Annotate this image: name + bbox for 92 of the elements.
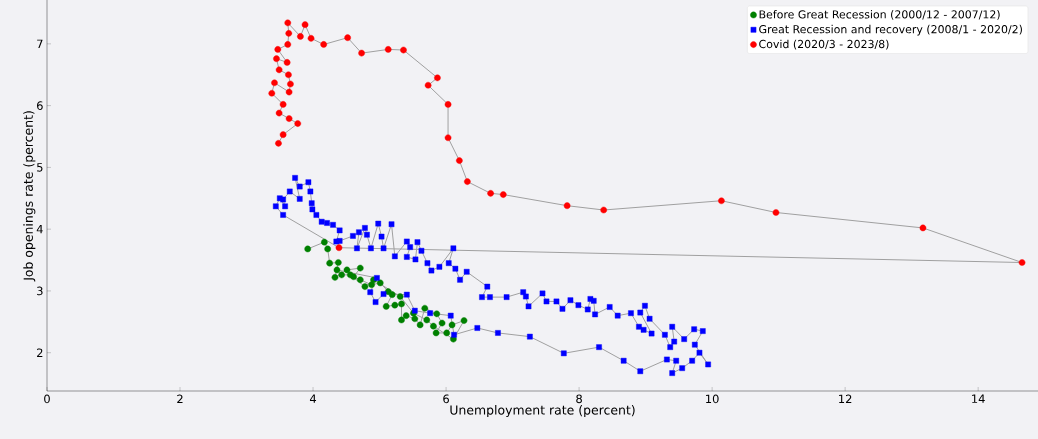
point <box>398 300 405 308</box>
point <box>430 322 437 330</box>
point <box>416 321 424 329</box>
point <box>432 329 440 337</box>
point <box>1018 259 1026 266</box>
point <box>304 245 312 253</box>
x-tick-label: 4 <box>309 394 317 403</box>
point <box>321 238 328 246</box>
point <box>338 271 345 279</box>
point <box>433 310 441 318</box>
point <box>324 245 331 253</box>
point <box>294 120 302 127</box>
y-tick-label: 7 <box>37 39 43 49</box>
point <box>273 55 280 62</box>
legend-label: Before Great Recession (2000/12 - 2007/12) <box>759 10 1000 20</box>
point <box>358 49 365 57</box>
x-axis-title: Unemployment rate (percent) <box>450 405 635 418</box>
point <box>444 101 452 108</box>
x-tick-label: 10 <box>706 394 719 404</box>
point <box>424 81 432 89</box>
point <box>384 46 392 53</box>
point <box>284 41 292 48</box>
point <box>402 312 410 319</box>
x-tick-label: 6 <box>443 394 449 404</box>
y-tick-label: 3 <box>37 286 43 296</box>
point <box>400 46 407 54</box>
point <box>361 283 369 290</box>
point <box>356 264 364 272</box>
point <box>411 315 419 323</box>
point <box>434 74 441 82</box>
x-tick-label: 12 <box>839 394 852 404</box>
point <box>376 279 384 287</box>
point <box>499 191 507 198</box>
y-axis-title: Job openings rate (percent) <box>23 111 36 282</box>
x-tick-label: 2 <box>177 394 183 404</box>
point <box>320 41 327 48</box>
x-tick-label: 8 <box>576 394 582 404</box>
point <box>285 88 293 96</box>
point <box>396 293 404 300</box>
point <box>346 271 354 279</box>
point <box>356 276 364 284</box>
x-tick-label: 14 <box>972 394 985 403</box>
point <box>438 319 446 327</box>
point <box>421 304 429 312</box>
point <box>464 178 471 185</box>
point <box>343 266 351 274</box>
point <box>335 244 343 251</box>
point <box>333 266 341 274</box>
point <box>443 329 451 337</box>
point <box>444 134 452 142</box>
point <box>398 316 405 324</box>
point <box>391 301 399 309</box>
point <box>331 274 339 281</box>
point <box>275 109 283 117</box>
point <box>448 321 456 329</box>
x-tick-label: 0 <box>44 394 50 404</box>
point <box>772 209 780 216</box>
point <box>279 101 287 108</box>
point <box>275 66 283 74</box>
y-tick-label: 5 <box>37 163 43 172</box>
point <box>919 224 927 232</box>
point <box>487 190 494 197</box>
point <box>279 131 287 138</box>
point <box>382 303 390 310</box>
point <box>271 79 278 87</box>
point <box>285 71 292 79</box>
legend-label: Covid (2020/3 - 2023/8) <box>759 39 889 50</box>
point <box>423 316 431 324</box>
point <box>301 21 309 28</box>
point <box>285 30 293 37</box>
point <box>287 80 294 88</box>
legend-label: Great Recession and recovery (2008/1 - 2020/2) <box>759 24 1022 36</box>
y-tick-label: 6 <box>36 101 43 110</box>
point <box>388 291 396 298</box>
point <box>307 34 315 42</box>
point <box>335 259 342 266</box>
point <box>284 19 292 27</box>
y-tick-label: 4 <box>36 224 43 234</box>
y-tick-label: 2 <box>37 348 43 357</box>
point <box>275 140 282 147</box>
point <box>297 33 304 40</box>
point <box>326 259 333 267</box>
point <box>268 89 276 97</box>
point <box>285 115 293 122</box>
point <box>460 317 468 324</box>
point <box>344 34 351 41</box>
point <box>600 206 607 214</box>
point <box>456 157 463 164</box>
point <box>563 202 571 209</box>
point <box>283 59 291 66</box>
point <box>274 46 282 53</box>
point <box>718 197 725 205</box>
